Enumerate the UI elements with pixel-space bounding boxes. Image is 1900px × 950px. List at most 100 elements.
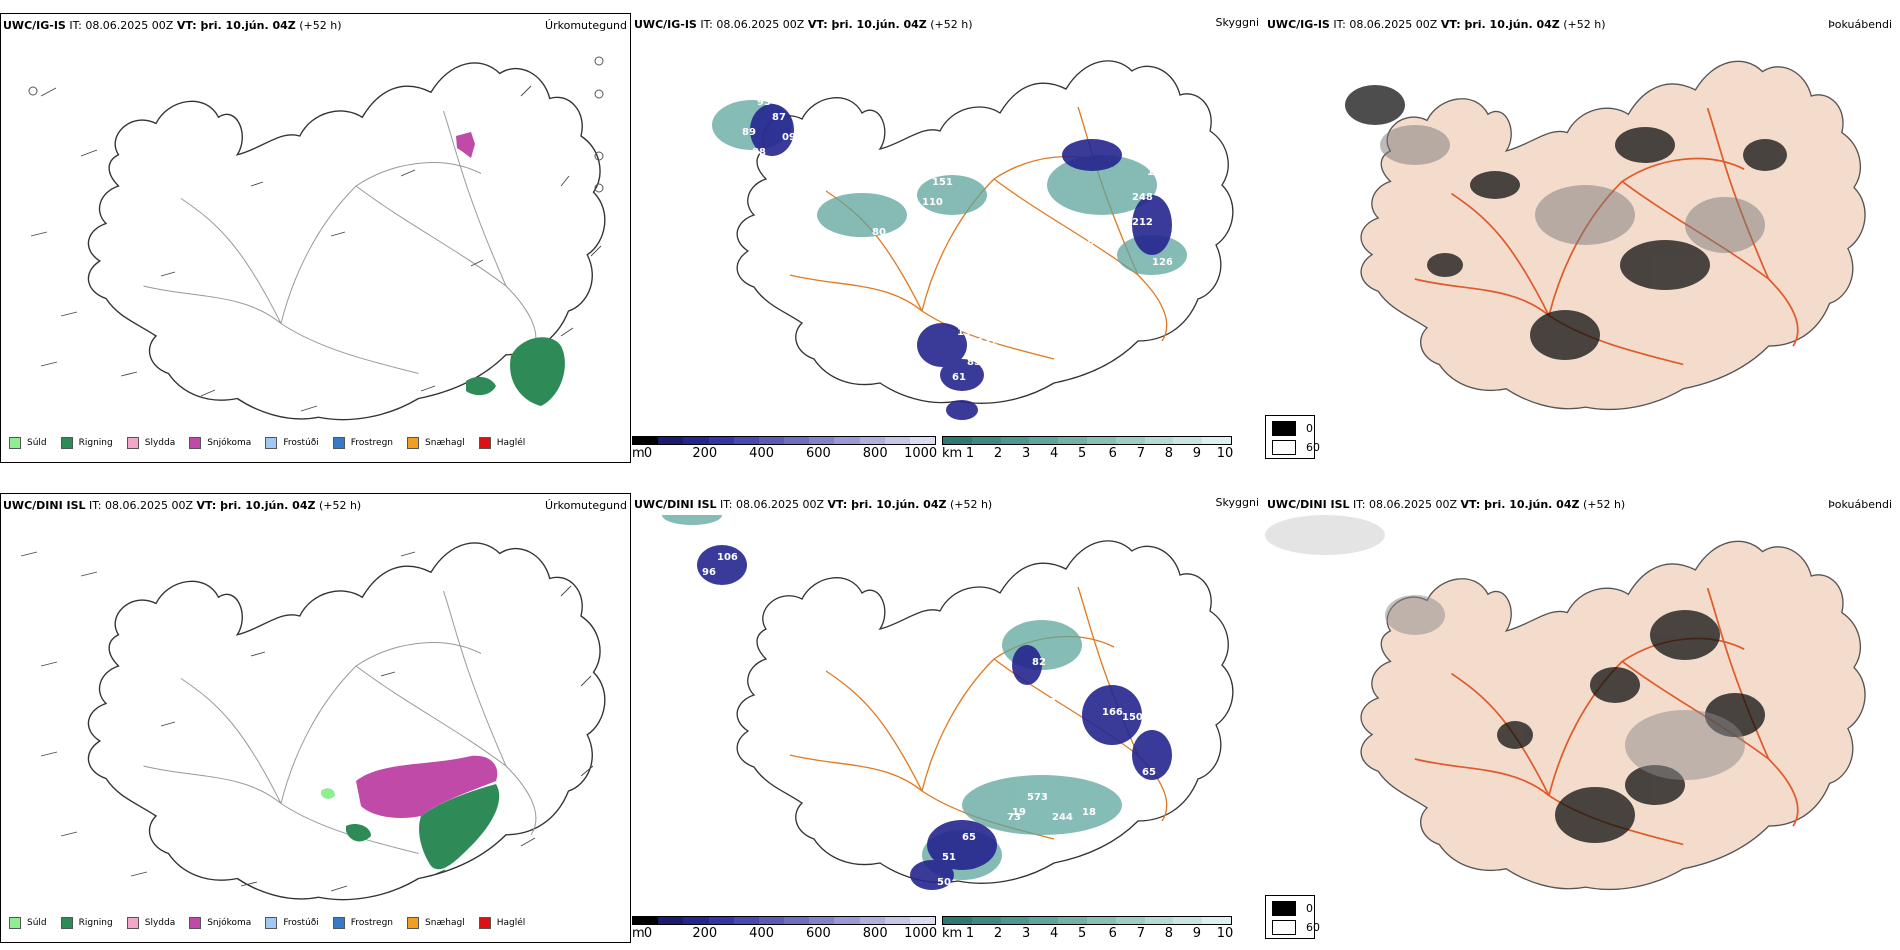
legend-swatch [265,917,278,929]
value-label: 103 [1102,127,1123,138]
colorbar-segment [1058,917,1087,924]
colorbar-segment [884,917,910,924]
value-label: 96 [702,567,716,578]
panel-header: UWC/DINI ISL IT: 08.06.2025 00Z VT: þri.… [3,499,361,512]
colorbar-segment [658,437,684,444]
legend-item: Snjókoma [189,917,251,929]
panel-header: UWC/IG-IS IT: 08.06.2025 00Z VT: þri. 10… [3,19,342,32]
cloud-panel-top: UWC/IG-IS IT: 08.06.2025 00Z VT: þri. 10… [632,13,1264,463]
ceiling-tick: 1000 [904,446,938,461]
legend-swatch [478,917,491,929]
colorbar-segment [1115,437,1145,444]
colorbar-segment [733,917,759,924]
panel-title: Þokuábendi [1828,18,1892,31]
visibility-tick: 3 [1021,446,1031,461]
ceiling-tick: 200 [692,926,718,941]
legend-item: Snæhagl [407,917,465,929]
fog-legend-item: 0 [1272,901,1313,916]
visibility-tick: 6 [1108,926,1117,941]
legend-item: Haglél [478,437,525,449]
valid-time: VT: þri. 10.jún. 04Z [827,498,947,511]
fog-panel-bottom: UWC/DINI ISL IT: 08.06.2025 00Z VT: þri.… [1265,493,1897,943]
rain-area [510,337,565,406]
visibility-tick: 2 [993,446,1003,461]
value-label: 573 [1027,792,1048,803]
fog-legend: 0 60 [1265,895,1320,939]
value-label: 126 [1042,682,1063,693]
fog-legend-item: 0 [1272,421,1313,436]
legend-swatch [9,437,21,449]
run-title: UWC/IG-IS [1267,18,1330,31]
visibility-tick: 10 [1216,446,1234,461]
visibility-tick: 9 [1192,926,1202,941]
colorbar-segment [943,437,972,444]
legend-item: Slydda [126,917,175,929]
colorbar-segment [708,437,734,444]
colorbar-segment [884,437,910,444]
colorbar-segment [1202,437,1231,444]
colorbar-segment [1173,437,1203,444]
value-label: 61 [952,372,966,383]
ceiling-tick: 0 [643,446,653,461]
run-title: UWC/IG-IS [3,19,66,32]
colorbar-segment [1029,437,1059,444]
legend-swatch [478,437,491,449]
value-label: 80 [872,227,886,238]
panel-title: Skyggni [1215,16,1259,29]
run-title: UWC/DINI ISL [1267,498,1350,511]
value-label: 103 [1112,757,1133,768]
visibility-unit: km [942,446,963,461]
colorbar-segment [1086,437,1116,444]
visibility-tick: 1 [965,446,975,461]
visibility-tick: 7 [1136,446,1145,461]
value-label: 42 [867,752,881,763]
legend-item: Súld [9,917,47,929]
ceiling-tick: 400 [749,926,775,941]
value-label: 19 [1012,807,1026,818]
fog-panel-top: UWC/IG-IS IT: 08.06.2025 00Z VT: þri. 10… [1265,13,1897,463]
legend-item: Rigning [60,437,113,449]
legend-swatch [265,437,278,449]
colorbar-segment [1202,917,1231,924]
visibility-tick: 8 [1164,926,1174,941]
value-label: 17 [802,202,816,213]
ceiling-tick: 600 [805,446,831,461]
colorbar-segment [733,437,759,444]
visibility-tick: 5 [1078,446,1087,461]
init-time: IT: 08.06.2025 00Z [1333,18,1438,31]
value-label: 18 [1082,807,1096,818]
value-label: 53 [962,392,976,403]
ceiling-unit: m [632,926,645,941]
precip-type-map [20,542,606,901]
value-label: 122 [862,182,883,193]
colorbar-segment [683,917,709,924]
colorbar-segment [683,437,709,444]
fog-map [1265,515,1866,891]
lead-time: (+52 h) [318,499,362,512]
ceiling-tick: 0 [643,926,653,941]
precip-type-panel-bottom: UWC/DINI ISL IT: 08.06.2025 00Z VT: þri.… [0,493,631,943]
visibility-unit: km [942,926,963,941]
visibility-tick: 4 [1050,446,1059,461]
colorbar-segment [1058,437,1087,444]
visibility-colorbar-strip [942,436,1232,445]
lead-time: (+52 h) [930,18,973,31]
valid-time: VT: þri. 10.jún. 04Z [1440,18,1560,31]
value-label: 151 [932,177,953,188]
visibility-tick: 5 [1078,926,1087,941]
ceiling-tick: 800 [862,926,888,941]
panel-title: Úrkomutegund [545,19,627,32]
value-label: 186 [942,152,963,163]
fog-legend: 0 60 [1265,415,1320,459]
ceiling-tick: 200 [692,446,718,461]
ceiling-colorbar-strip [632,916,936,925]
value-label: 130 [957,327,978,338]
colorbar-segment [943,917,972,924]
legend-swatch [60,437,73,449]
lead-time: (+52 h) [1582,498,1626,511]
colorbar-segment [784,437,810,444]
init-time: IT: 08.06.2025 00Z [89,499,194,512]
visibility-tick: 10 [1216,926,1234,941]
panel-header: UWC/IG-IS IT: 08.06.2025 00Z VT: þri. 10… [634,18,973,31]
value-label: 161 [1152,147,1173,158]
